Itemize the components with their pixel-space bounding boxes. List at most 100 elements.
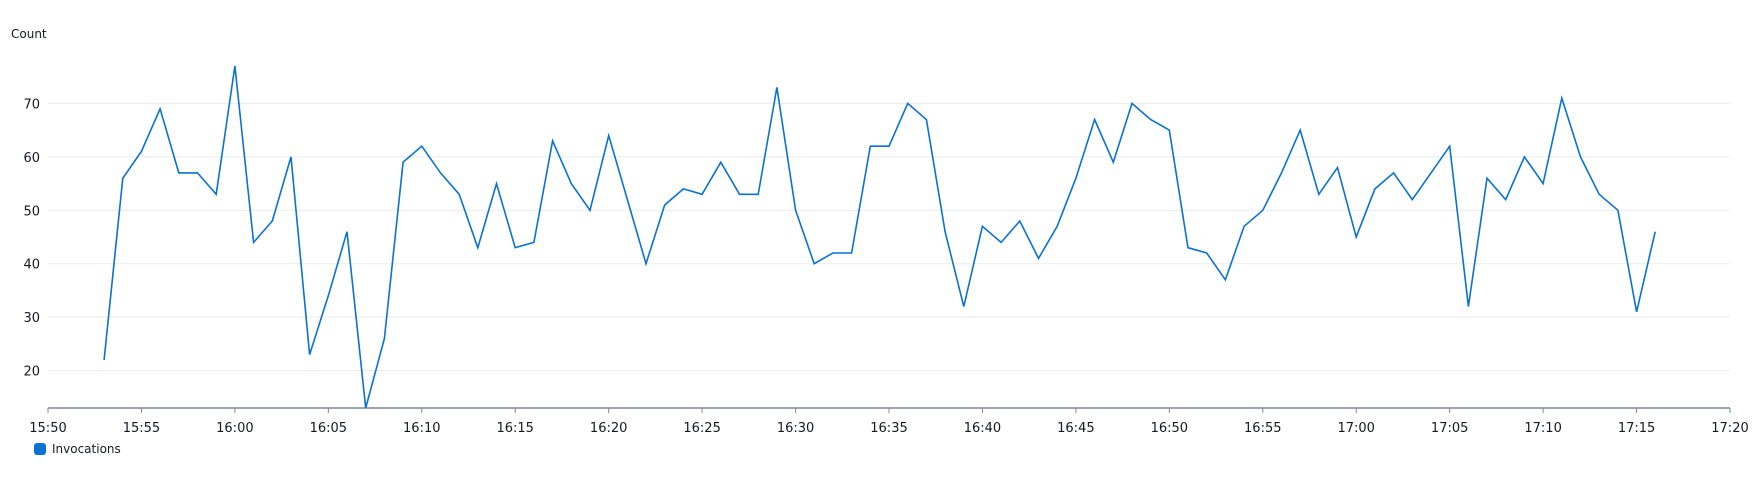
data-point[interactable] (1261, 208, 1265, 212)
data-point[interactable] (139, 150, 143, 154)
data-point[interactable] (1541, 182, 1545, 186)
data-point[interactable] (457, 192, 461, 196)
data-point[interactable] (1392, 171, 1396, 175)
data-point[interactable] (980, 224, 984, 228)
data-point[interactable] (1429, 171, 1433, 175)
data-point[interactable] (681, 187, 685, 191)
data-point[interactable] (1616, 208, 1620, 212)
data-point[interactable] (1504, 198, 1508, 202)
data-point[interactable] (738, 192, 742, 196)
x-tick-label: 16:55 (1244, 421, 1281, 436)
data-point[interactable] (1485, 176, 1489, 180)
data-point[interactable] (382, 337, 386, 341)
y-axis-label: Count (11, 27, 47, 41)
x-tick-labels: 15:50 15:55 16:00 16:05 16:10 16:15 16:20 16:25… (29, 408, 1749, 436)
data-point[interactable] (326, 294, 330, 298)
y-tick-labels: 20 30 40 50 60 70 (23, 97, 40, 379)
data-point[interactable] (1336, 166, 1340, 170)
data-point[interactable] (233, 64, 237, 68)
data-point[interactable] (308, 353, 312, 357)
x-tick-label: 16:40 (964, 421, 1001, 436)
data-point[interactable] (420, 144, 424, 148)
data-point[interactable] (1373, 187, 1377, 191)
data-point[interactable] (252, 240, 256, 244)
data-point[interactable] (906, 101, 910, 105)
data-point[interactable] (1167, 128, 1171, 132)
data-point[interactable] (196, 171, 200, 175)
x-tick-label: 16:10 (403, 421, 440, 436)
data-point[interactable] (439, 171, 443, 175)
data-point[interactable] (364, 406, 368, 410)
data-point[interactable] (569, 182, 573, 186)
data-point[interactable] (289, 155, 293, 159)
data-point[interactable] (1205, 251, 1209, 255)
data-point[interactable] (1186, 246, 1190, 250)
data-point[interactable] (1242, 224, 1246, 228)
data-point[interactable] (1298, 128, 1302, 132)
data-point[interactable] (1149, 118, 1153, 122)
data-point[interactable] (999, 240, 1003, 244)
data-point[interactable] (158, 107, 162, 111)
data-point[interactable] (644, 262, 648, 266)
data-point[interactable] (270, 219, 274, 223)
data-point[interactable] (943, 230, 947, 234)
data-point[interactable] (1560, 96, 1564, 100)
data-point[interactable] (700, 192, 704, 196)
data-point[interactable] (775, 85, 779, 89)
data-point[interactable] (1018, 219, 1022, 223)
data-point[interactable] (513, 246, 517, 250)
data-point[interactable] (1653, 230, 1657, 234)
data-point[interactable] (812, 262, 816, 266)
data-point[interactable] (1410, 198, 1414, 202)
data-point[interactable] (1354, 235, 1358, 239)
data-point[interactable] (794, 208, 798, 212)
data-point[interactable] (831, 251, 835, 255)
data-point[interactable] (1280, 171, 1284, 175)
data-point[interactable] (1074, 176, 1078, 180)
data-point[interactable] (1037, 256, 1041, 260)
x-tick-label: 16:20 (590, 421, 627, 436)
data-point[interactable] (962, 305, 966, 309)
data-point[interactable] (1466, 305, 1470, 309)
data-point[interactable] (476, 246, 480, 250)
data-point[interactable] (887, 144, 891, 148)
data-point[interactable] (1223, 278, 1227, 282)
data-point[interactable] (177, 171, 181, 175)
data-point[interactable] (1522, 155, 1526, 159)
data-point[interactable] (214, 192, 218, 196)
data-point[interactable] (924, 118, 928, 122)
data-point[interactable] (1448, 144, 1452, 148)
data-point[interactable] (625, 198, 629, 202)
data-point[interactable] (588, 208, 592, 212)
data-point[interactable] (607, 134, 611, 138)
data-point[interactable] (868, 144, 872, 148)
x-tick-label: 17:20 (1711, 421, 1748, 436)
data-point[interactable] (1317, 192, 1321, 196)
data-point[interactable] (756, 192, 760, 196)
data-point[interactable] (121, 176, 125, 180)
legend[interactable]: Invocations (34, 442, 121, 456)
data-point[interactable] (1093, 118, 1097, 122)
data-point[interactable] (1579, 155, 1583, 159)
series-line-invocations[interactable] (103, 65, 1656, 409)
data-point[interactable] (1130, 101, 1134, 105)
data-point[interactable] (345, 230, 349, 234)
x-tick-label: 16:30 (777, 421, 814, 436)
data-point[interactable] (719, 160, 723, 164)
data-point[interactable] (551, 139, 555, 143)
x-tick-label: 17:10 (1524, 421, 1561, 436)
data-point[interactable] (401, 160, 405, 164)
data-point[interactable] (1635, 310, 1639, 314)
data-point[interactable] (850, 251, 854, 255)
data-point[interactable] (102, 358, 106, 362)
legend-label-invocations: Invocations (52, 442, 121, 456)
data-point[interactable] (495, 182, 499, 186)
data-point[interactable] (1055, 224, 1059, 228)
data-point[interactable] (663, 203, 667, 207)
data-point[interactable] (532, 240, 536, 244)
y-tick-label: 50 (23, 204, 40, 219)
legend-swatch-invocations (34, 443, 46, 455)
data-point[interactable] (1111, 160, 1115, 164)
data-point[interactable] (1597, 192, 1601, 196)
